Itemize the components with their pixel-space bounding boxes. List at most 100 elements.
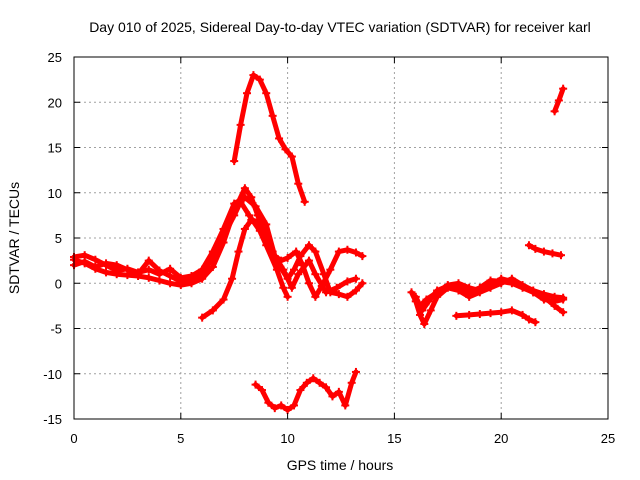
data-point: [524, 241, 533, 250]
data-point: [497, 274, 506, 283]
data-point: [219, 295, 228, 304]
data-point: [257, 386, 266, 395]
data-point: [208, 253, 217, 262]
data-point: [426, 306, 435, 315]
y-axis-title: SDTVAR / TECUs: [6, 182, 22, 294]
data-point: [255, 75, 264, 84]
y-tick-label: 0: [55, 276, 62, 291]
data-point: [219, 232, 228, 241]
data-point: [304, 256, 313, 265]
data-point: [236, 197, 245, 206]
data-point: [358, 279, 367, 288]
data-point: [245, 211, 254, 220]
data-point: [416, 301, 425, 310]
data-point: [557, 251, 566, 260]
data-point: [486, 309, 495, 318]
series-line: [231, 72, 308, 205]
data-point: [326, 288, 335, 297]
data-point: [251, 380, 260, 389]
data-point: [311, 270, 320, 279]
data-point: [418, 306, 427, 315]
data-point: [264, 398, 273, 407]
series-s2: [70, 193, 360, 297]
data-point: [486, 281, 495, 290]
data-point: [475, 310, 484, 319]
data-point: [102, 268, 111, 277]
data-point: [208, 262, 217, 271]
data-point: [243, 89, 252, 98]
data-point: [283, 253, 292, 262]
data-point: [240, 184, 249, 193]
data-point: [296, 252, 305, 261]
data-point: [292, 247, 301, 256]
y-tick-label: 5: [55, 231, 62, 246]
data-point: [290, 265, 299, 274]
data-point: [91, 255, 100, 264]
data-point: [334, 247, 343, 256]
data-point: [518, 281, 527, 290]
data-point: [275, 261, 284, 270]
data-point: [351, 286, 360, 295]
chart-title: Day 010 of 2025, Sidereal Day-to-day VTE…: [89, 19, 591, 35]
data-point: [443, 281, 452, 290]
data-point: [452, 311, 461, 320]
data-point: [358, 252, 367, 261]
data-point: [240, 224, 249, 233]
data-point: [334, 387, 343, 396]
data-point: [80, 257, 89, 266]
y-tick-label: -10: [43, 367, 62, 382]
data-point: [559, 308, 568, 317]
axis-ticks: [73, 56, 609, 420]
data-point: [262, 229, 271, 238]
series-s4: [198, 215, 367, 322]
data-point: [422, 295, 431, 304]
data-point: [294, 179, 303, 188]
data-point: [343, 277, 352, 286]
x-axis-title: GPS time / hours: [287, 457, 394, 473]
data-point: [294, 270, 303, 279]
data-point: [311, 292, 320, 301]
y-tick-label: 10: [48, 186, 62, 201]
series-s12: [550, 84, 568, 116]
data-point: [416, 310, 425, 319]
data-point: [279, 283, 288, 292]
data-point: [268, 111, 277, 120]
data-point: [270, 404, 279, 413]
data-point: [326, 265, 335, 274]
data-point: [275, 134, 284, 143]
series-s3: [70, 197, 292, 301]
data-point: [518, 310, 527, 319]
plot-area: [70, 71, 568, 414]
data-point: [347, 378, 356, 387]
data-point: [531, 244, 540, 253]
y-tick-label: 20: [48, 95, 62, 110]
data-point: [539, 295, 548, 304]
x-tick-label: 15: [387, 431, 401, 446]
data-point: [91, 262, 100, 271]
series-s6: [251, 367, 360, 414]
data-point: [102, 259, 111, 268]
data-point: [531, 318, 540, 327]
data-point: [144, 273, 153, 282]
data-point: [249, 71, 258, 80]
data-point: [465, 283, 474, 292]
data-point: [351, 274, 360, 283]
data-point: [304, 279, 313, 288]
data-point: [475, 286, 484, 295]
data-point: [262, 89, 271, 98]
data-point: [230, 157, 239, 166]
data-point: [465, 310, 474, 319]
data-point: [311, 247, 320, 256]
series-s11: [524, 241, 566, 260]
data-point: [300, 197, 309, 206]
data-point: [234, 247, 243, 256]
data-point: [420, 319, 429, 328]
series-s5: [230, 71, 309, 206]
data-point: [123, 265, 132, 274]
data-point: [341, 401, 350, 410]
data-point: [302, 378, 311, 387]
data-point: [144, 256, 153, 265]
x-tick-label: 5: [177, 431, 184, 446]
x-tick-label: 0: [70, 431, 77, 446]
